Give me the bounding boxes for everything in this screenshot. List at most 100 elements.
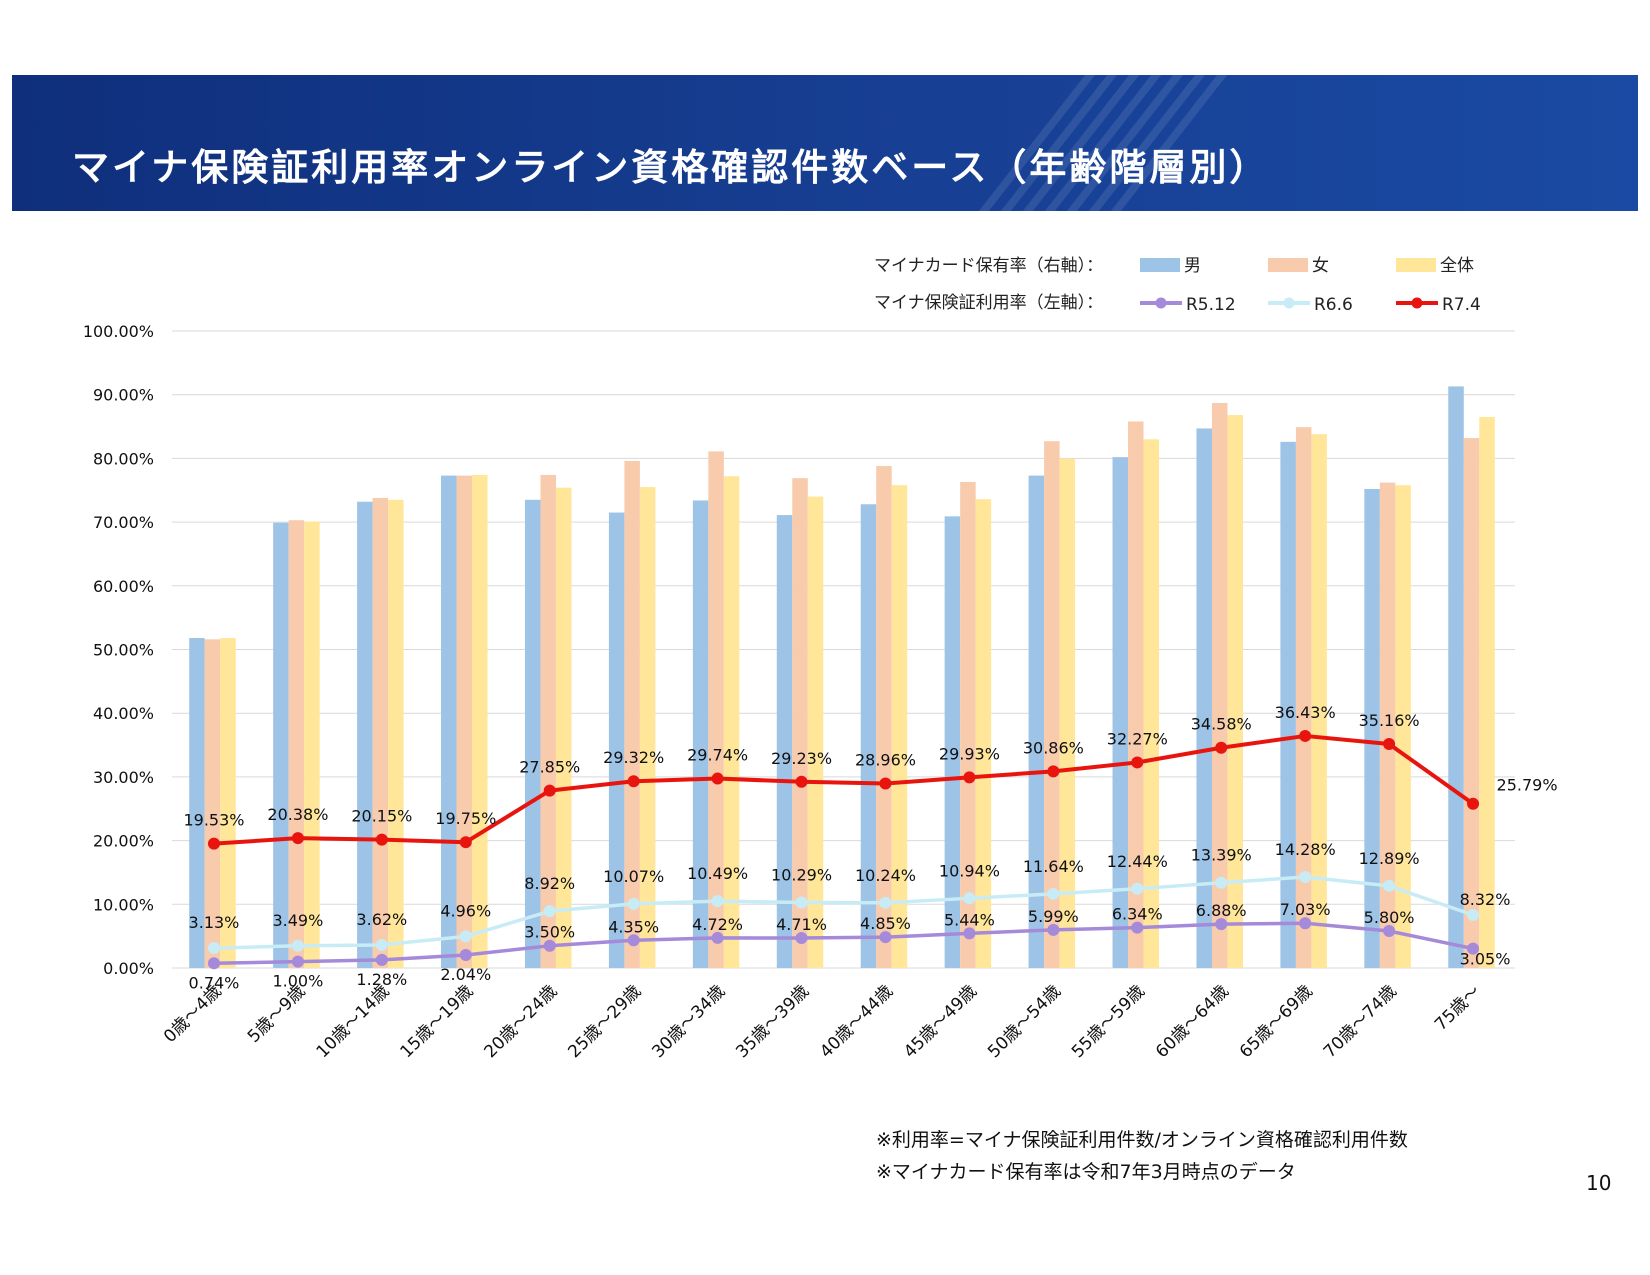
data-label-R5.12: 5.80% bbox=[1364, 908, 1415, 927]
point-R5.12 bbox=[1215, 918, 1228, 931]
bar-全体 bbox=[220, 638, 236, 968]
data-label-R6.6: 10.49% bbox=[687, 864, 748, 883]
data-label-R6.6: 3.13% bbox=[189, 913, 240, 932]
data-label-R6.6: 10.94% bbox=[939, 861, 1000, 880]
point-R6.6 bbox=[795, 896, 808, 909]
y-tick-label: 50.00% bbox=[93, 641, 154, 660]
data-label-R7.4: 29.23% bbox=[771, 749, 832, 768]
point-R5.12 bbox=[291, 955, 304, 968]
x-axis-ticks: 0歳～4歳 5歳～9歳 10歳～14歳 15歳～19歳 20歳～24歳 25歳～29歳 30… bbox=[160, 981, 1485, 1062]
data-label-R6.6: 11.64% bbox=[1023, 857, 1084, 876]
point-R7.4 bbox=[795, 775, 808, 788]
data-label-R7.4: 35.16% bbox=[1359, 711, 1420, 730]
bar-女 bbox=[1379, 482, 1396, 968]
point-R6.6 bbox=[291, 939, 304, 952]
point-R7.4 bbox=[1383, 738, 1396, 751]
bar-女 bbox=[624, 460, 640, 968]
data-label-R7.4: 28.96% bbox=[855, 751, 916, 770]
point-R7.4 bbox=[1215, 741, 1228, 754]
bar-男 bbox=[776, 515, 793, 968]
x-tick-label: 15歳～19歳 bbox=[397, 981, 478, 1062]
bar-全体 bbox=[1227, 415, 1243, 969]
y-tick-label: 20.00% bbox=[93, 832, 154, 851]
bar-男 bbox=[441, 475, 457, 968]
bar-全体 bbox=[1395, 485, 1411, 968]
data-label-R7.4: 29.32% bbox=[603, 748, 664, 767]
y-tick-label: 40.00% bbox=[93, 704, 154, 723]
data-label-R7.4: 20.38% bbox=[267, 805, 328, 824]
bar-男 bbox=[1364, 488, 1380, 968]
point-R6.6 bbox=[627, 897, 640, 910]
data-label-R7.4: 34.58% bbox=[1191, 715, 1252, 734]
data-label-R5.12: 6.88% bbox=[1196, 901, 1247, 920]
bar-女 bbox=[876, 466, 892, 968]
point-R5.12 bbox=[1047, 923, 1060, 936]
page-title: マイナ保険証利用率オンライン資格確認件数ベース（年齢階層別） bbox=[72, 146, 1270, 189]
data-label-R6.6: 13.39% bbox=[1191, 846, 1252, 865]
bar-全体 bbox=[388, 499, 404, 968]
point-R6.6 bbox=[207, 942, 220, 955]
bar-全体 bbox=[975, 499, 992, 968]
data-label-R7.4: 25.79% bbox=[1497, 776, 1558, 795]
bar-全体 bbox=[891, 485, 908, 968]
point-R5.12 bbox=[375, 953, 388, 966]
point-R5.12 bbox=[1383, 925, 1396, 938]
point-R7.4 bbox=[1047, 765, 1060, 778]
data-label-R6.6: 10.29% bbox=[771, 865, 832, 884]
bar-女 bbox=[1044, 441, 1060, 968]
bar-全体 bbox=[639, 487, 656, 968]
point-R5.12 bbox=[963, 927, 976, 940]
data-label-R5.12: 5.99% bbox=[1028, 907, 1079, 926]
y-tick-label: 60.00% bbox=[93, 577, 154, 596]
point-R6.6 bbox=[1047, 887, 1060, 900]
y-tick-label: 0.00% bbox=[103, 959, 154, 978]
point-R6.6 bbox=[963, 892, 976, 905]
point-R7.4 bbox=[291, 832, 304, 845]
bar-全体 bbox=[1311, 434, 1327, 969]
bar-男 bbox=[524, 499, 541, 968]
y-tick-label: 10.00% bbox=[93, 895, 154, 914]
legend-line-group-label: マイナ保険証利用率（左軸）： bbox=[874, 293, 1103, 313]
data-label-R6.6: 12.89% bbox=[1359, 849, 1420, 868]
data-label-R5.12: 1.00% bbox=[272, 972, 323, 991]
bar-全体 bbox=[555, 487, 572, 968]
legend-label-男: 男 bbox=[1184, 256, 1201, 276]
point-R6.6 bbox=[1215, 876, 1228, 889]
bar-女 bbox=[456, 475, 473, 968]
data-label-R6.6: 12.44% bbox=[1107, 852, 1168, 871]
point-R5.12 bbox=[1299, 917, 1312, 930]
page-number: 10 bbox=[1586, 1171, 1612, 1195]
bar-女 bbox=[960, 481, 976, 968]
data-label-R5.12: 3.05% bbox=[1460, 950, 1511, 969]
point-R7.4 bbox=[543, 784, 556, 797]
data-label-R6.6: 3.62% bbox=[356, 910, 407, 929]
bar-男 bbox=[860, 504, 877, 968]
bar-男 bbox=[608, 512, 625, 968]
bar-女 bbox=[1128, 421, 1144, 969]
line-R7.4 bbox=[213, 733, 1475, 846]
y-axis-ticks: 100.00% 90.00% 80.00% 70.00% 60.00% 50.00% 40.… bbox=[83, 322, 154, 978]
data-label-R5.12: 2.04% bbox=[440, 965, 491, 984]
x-tick-label: 55歳～59歳 bbox=[1068, 981, 1149, 1062]
data-label-R5.12: 7.03% bbox=[1280, 900, 1331, 919]
x-tick-label: 70歳～74歳 bbox=[1320, 981, 1401, 1062]
x-tick-label: 75歳～ bbox=[1431, 981, 1484, 1034]
y-tick-label: 90.00% bbox=[93, 386, 154, 405]
point-R7.4 bbox=[1467, 797, 1480, 810]
data-label-R7.4: 36.43% bbox=[1275, 703, 1336, 722]
data-label-R7.4: 30.86% bbox=[1023, 738, 1084, 757]
bar-男 bbox=[1196, 428, 1212, 968]
point-R7.4 bbox=[627, 775, 640, 788]
data-label-R5.12: 5.44% bbox=[944, 910, 995, 929]
bar-女 bbox=[540, 474, 556, 968]
line-R5.12 bbox=[213, 921, 1474, 966]
x-tick-label: 65歳～69歳 bbox=[1236, 981, 1317, 1062]
point-R5.12 bbox=[879, 931, 892, 944]
point-R5.12 bbox=[207, 957, 220, 970]
point-R6.6 bbox=[879, 896, 892, 909]
legend-marker-R6.6 bbox=[1283, 297, 1295, 309]
legend-bar-group-label: マイナカード保有率（右軸）： bbox=[874, 256, 1103, 276]
bar-男 bbox=[273, 522, 289, 968]
point-R5.12 bbox=[795, 931, 808, 944]
